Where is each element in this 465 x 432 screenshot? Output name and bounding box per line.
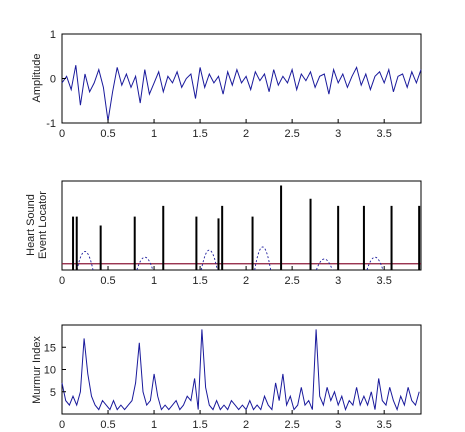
x-tick-label: 0.5 bbox=[100, 128, 115, 140]
event-envelope-dashed bbox=[200, 249, 218, 271]
y-tick-label: 15 bbox=[44, 342, 56, 354]
x-tick-label: 2.5 bbox=[284, 275, 299, 287]
murmur-index-line bbox=[61, 329, 420, 412]
x-tick-label: 1.5 bbox=[192, 128, 207, 140]
murmur-index-panel: 0 0.5 1 1.5 2 2.5 3 3.5 5 10 15 Murmur Index bbox=[31, 324, 422, 431]
x-tick-label: 1.5 bbox=[192, 419, 207, 431]
x-tick-label: 3 bbox=[335, 275, 341, 287]
x-tick-label: 3.5 bbox=[377, 275, 392, 287]
x-tick-label: 1 bbox=[151, 419, 157, 431]
x-tick-label: 0.5 bbox=[100, 275, 115, 287]
event-locator-y-axis-label-line1: Heart Sound bbox=[25, 194, 37, 256]
x-tick-label: 2 bbox=[243, 419, 249, 431]
event-envelope-dashed bbox=[254, 246, 272, 271]
event-envelope-dashed bbox=[315, 258, 333, 271]
amplitude-panel: 0 0.5 1 1.5 2 2.5 3 3.5 -101 Amplitude bbox=[31, 29, 422, 140]
event-locator-marks bbox=[62, 185, 421, 271]
event-locator-plot-frame bbox=[61, 180, 422, 271]
amplitude-y-ticks: -1 0 1 bbox=[46, 29, 66, 130]
event-envelope-dashed bbox=[76, 250, 94, 271]
y-tick-label: 5 bbox=[50, 387, 56, 399]
x-tick-label: 0 bbox=[59, 419, 65, 431]
amplitude-series-line bbox=[61, 65, 422, 121]
y-tick-label: 0 bbox=[50, 74, 56, 86]
y-tick-label: 10 bbox=[44, 365, 56, 377]
murmur-index-series-line bbox=[61, 329, 420, 412]
event-locator-panel: 0 0.5 1 1.5 2 2.5 3 3.5 Heart Sound Event Locat… bbox=[25, 180, 422, 287]
event-locator-x-ticks: 0 0.5 1 1.5 2 2.5 3 3.5 bbox=[59, 266, 392, 287]
x-tick-label: 2 bbox=[243, 128, 249, 140]
x-tick-label: 3 bbox=[335, 128, 341, 140]
x-tick-label: 1 bbox=[151, 275, 157, 287]
murmur-index-x-ticks: 0 0.5 1 1.5 2 2.5 3 3.5 bbox=[59, 410, 392, 431]
amplitude-x-ticks: 0 0.5 1 1.5 2 2.5 3 3.5 bbox=[59, 119, 392, 140]
x-tick-label: 3 bbox=[335, 419, 341, 431]
event-locator-y-axis-label-line2: Event Locator bbox=[37, 191, 49, 259]
x-tick-label: 0 bbox=[59, 128, 65, 140]
x-tick-label: 2.5 bbox=[284, 419, 299, 431]
murmur-index-y-ticks: 5 10 15 bbox=[44, 342, 66, 399]
x-tick-label: 3.5 bbox=[377, 128, 392, 140]
amplitude-signal-line bbox=[61, 65, 422, 121]
x-tick-label: 1.5 bbox=[192, 275, 207, 287]
murmur-index-plot-frame bbox=[61, 324, 422, 415]
x-tick-label: 1 bbox=[151, 128, 157, 140]
y-tick-label: -1 bbox=[46, 118, 56, 130]
x-tick-label: 2.5 bbox=[284, 128, 299, 140]
x-tick-label: 0.5 bbox=[100, 419, 115, 431]
murmur-index-y-axis-label: Murmur Index bbox=[31, 336, 43, 404]
amplitude-y-axis-label: Amplitude bbox=[31, 54, 43, 103]
x-tick-label: 0 bbox=[59, 275, 65, 287]
x-tick-label: 2 bbox=[243, 275, 249, 287]
y-tick-label: 1 bbox=[50, 29, 56, 41]
x-tick-label: 3.5 bbox=[377, 419, 392, 431]
